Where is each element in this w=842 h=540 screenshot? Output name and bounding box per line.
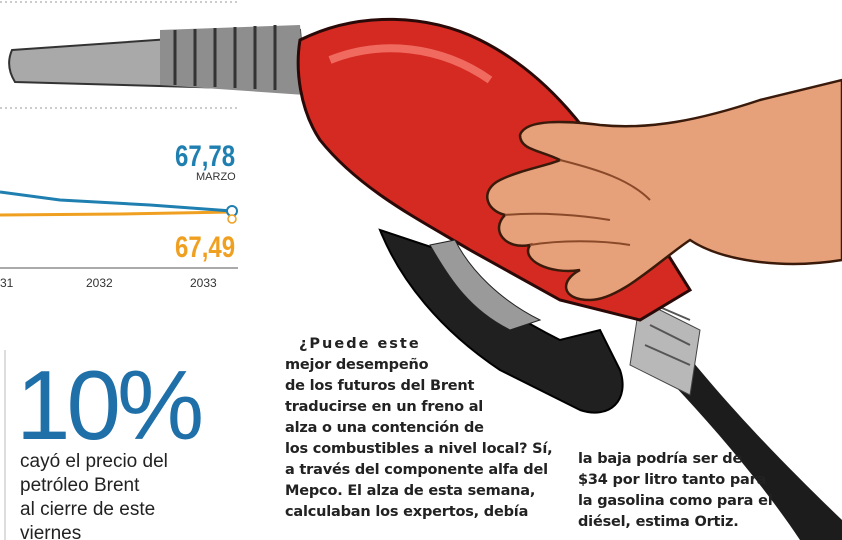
text-line: la gasolina como para el bbox=[578, 491, 772, 512]
text-line: Mepco. El alza de esta semana, bbox=[285, 481, 552, 502]
x-label: 2032 bbox=[86, 276, 113, 290]
text-line: ¿Puede este bbox=[285, 334, 552, 355]
spout-grip bbox=[160, 25, 305, 95]
end-point bbox=[228, 215, 236, 223]
text-line: los combustibles a nivel local? Sí, bbox=[285, 439, 552, 460]
text-line: alza o una contención de bbox=[285, 418, 552, 439]
month-label: MARZO bbox=[196, 171, 236, 183]
caption-line: al cierre de este bbox=[20, 498, 168, 522]
text-line: diésel, estima Ortiz. bbox=[578, 512, 772, 533]
x-label: 2033 bbox=[190, 276, 217, 290]
text-line: mejor desempeño bbox=[285, 355, 552, 376]
caption-line: cayó el precio del bbox=[20, 450, 168, 474]
caption-line: petróleo Brent bbox=[20, 474, 168, 498]
caption-line: viernes bbox=[20, 522, 168, 540]
orange-line bbox=[0, 212, 232, 215]
column-1: ¿Puede este mejor desempeño de los futur… bbox=[285, 334, 552, 523]
text-line: $34 por litro tanto para bbox=[578, 470, 772, 491]
column-2: la baja podría ser de $34 por litro tant… bbox=[578, 449, 772, 533]
stat-caption: cayó el precio del petróleo Brent al cie… bbox=[20, 450, 168, 540]
page: 67,78 MARZO 67,49 31 2032 2033 10% cayó … bbox=[0, 0, 842, 540]
stat-figure: 10% bbox=[16, 355, 200, 455]
value-label: 67,49 bbox=[175, 231, 235, 265]
text-line: traducirse en un freno al bbox=[285, 397, 552, 418]
text-line: a través del componente alfa del bbox=[285, 460, 552, 481]
text-line: la baja podría ser de bbox=[578, 449, 772, 470]
text-line: de los futuros del Brent bbox=[285, 376, 552, 397]
value-label: 67,78 bbox=[175, 140, 235, 174]
blue-line bbox=[0, 192, 232, 211]
x-label: 31 bbox=[0, 276, 13, 290]
text-line: calculaban los expertos, debía bbox=[285, 502, 552, 523]
